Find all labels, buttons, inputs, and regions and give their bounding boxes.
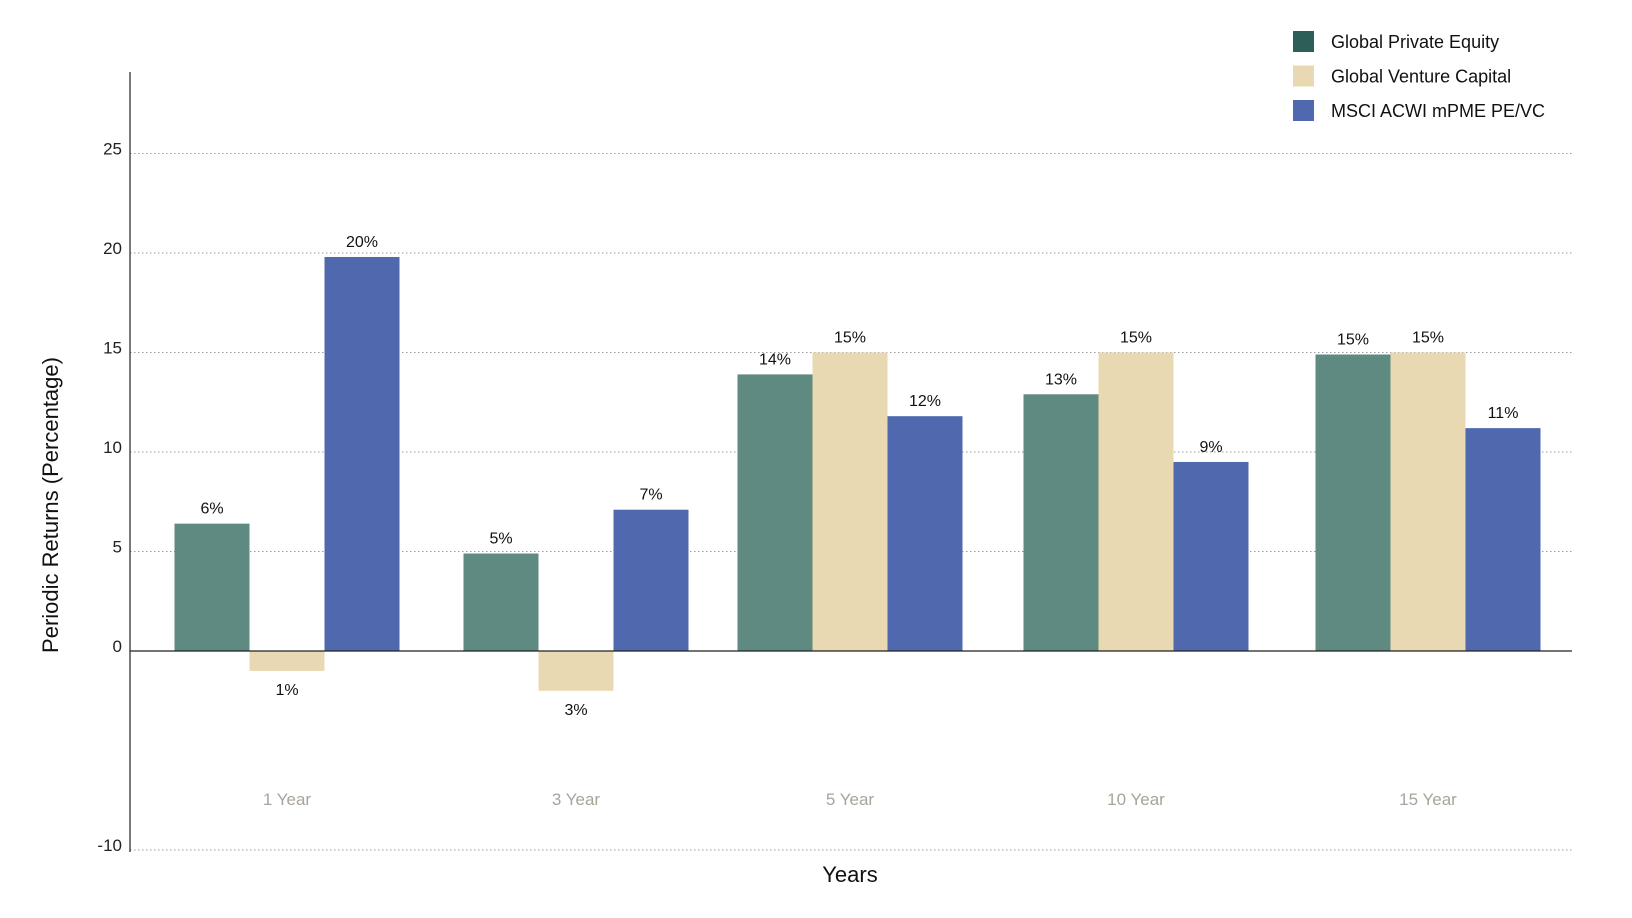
data-label: 12% xyxy=(909,393,941,410)
bar xyxy=(463,553,539,651)
legend-label: Global Venture Capital xyxy=(1331,67,1511,87)
x-tick-label: 10 Year xyxy=(1107,790,1165,809)
data-label: 15% xyxy=(834,330,866,347)
y-tick-label: 25 xyxy=(103,140,122,159)
legend-swatch xyxy=(1293,100,1314,121)
y-axis-title: Periodic Returns (Percentage) xyxy=(38,357,63,653)
bar xyxy=(613,509,689,651)
axes: -10 0 5 10 15 20 25 1 Year 3 Year 5 Year 10 Year 15… xyxy=(97,72,1572,855)
legend-swatch xyxy=(1293,31,1314,52)
y-tick-label: 20 xyxy=(103,239,122,258)
data-label: 1% xyxy=(275,682,298,699)
data-label: 15% xyxy=(1337,331,1369,348)
bar xyxy=(174,523,250,651)
y-tick-label: 5 xyxy=(113,538,122,557)
x-tick-label: 15 Year xyxy=(1399,790,1457,809)
bar xyxy=(1315,354,1391,651)
bar xyxy=(1023,394,1099,651)
bars xyxy=(174,256,1541,691)
bar xyxy=(1465,428,1541,651)
y-tick-label: 15 xyxy=(103,339,122,358)
data-label: 6% xyxy=(200,501,223,518)
bar xyxy=(324,256,400,651)
x-tick-label: 1 Year xyxy=(263,790,312,809)
legend-label: MSCI ACWI mPME PE/VC xyxy=(1331,101,1545,121)
bar xyxy=(812,352,888,651)
bar xyxy=(1173,461,1249,651)
data-label: 20% xyxy=(346,234,378,251)
bar xyxy=(1390,352,1466,651)
legend: Global Private Equity Global Venture Capi… xyxy=(1293,31,1545,121)
data-labels: 6% 1% 20% 5% 3% 7% 14% 15% 12% 13% 15% 9% 15% 15% 11% xyxy=(200,234,1518,719)
y-tick-label: 10 xyxy=(103,438,122,457)
x-tick-label: 3 Year xyxy=(552,790,601,809)
x-tick-label: 5 Year xyxy=(826,790,875,809)
data-label: 7% xyxy=(639,487,662,504)
data-label: 11% xyxy=(1488,405,1519,422)
data-label: 5% xyxy=(489,530,512,547)
bar xyxy=(737,374,813,651)
data-label: 15% xyxy=(1120,330,1152,347)
legend-label: Global Private Equity xyxy=(1331,32,1499,52)
x-axis-title: Years xyxy=(822,862,877,887)
legend-swatch xyxy=(1293,65,1314,87)
y-tick-label: 0 xyxy=(113,637,122,656)
data-label: 15% xyxy=(1412,330,1444,347)
bar xyxy=(249,651,325,671)
data-label: 14% xyxy=(759,351,791,368)
y-tick-label: -10 xyxy=(97,836,122,855)
data-label: 3% xyxy=(564,702,587,719)
bar xyxy=(538,651,614,691)
data-label: 13% xyxy=(1045,371,1077,388)
bar xyxy=(887,416,963,651)
data-label: 9% xyxy=(1199,439,1222,456)
bar xyxy=(1098,352,1174,651)
